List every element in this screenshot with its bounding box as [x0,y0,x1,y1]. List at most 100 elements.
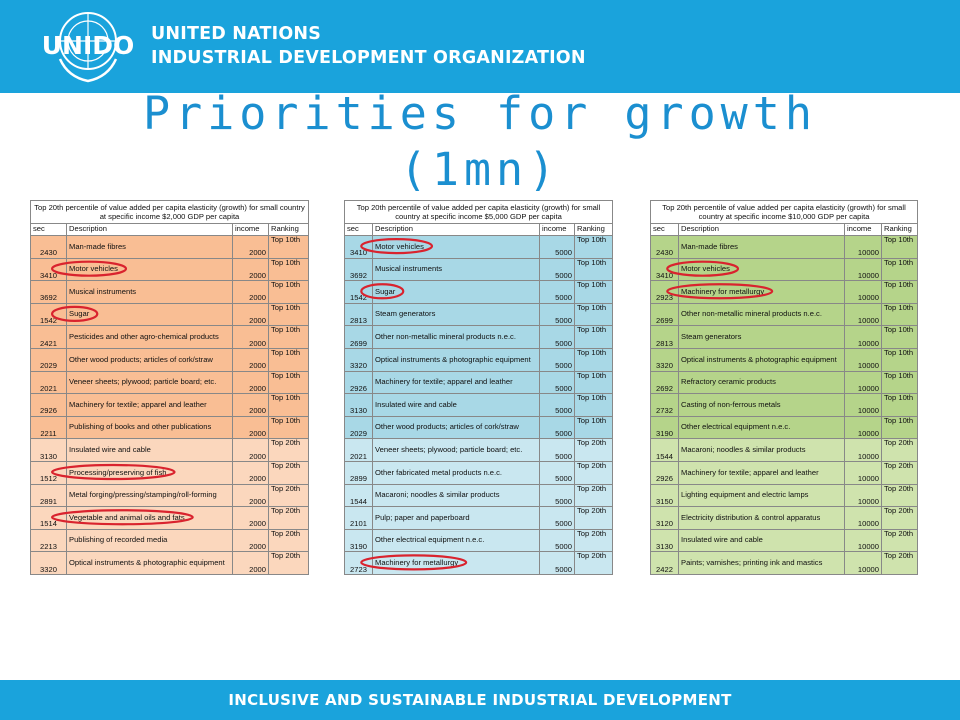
sector-description: Other wood products; articles of cork/st… [66,347,233,372]
income-value: 5000 [539,506,575,530]
sector-code: 2422 [650,551,679,575]
ranking-value: Top 20th [880,506,919,530]
ranking-value: Top 10th [880,325,919,349]
ranking-value: Top 10th [574,257,613,282]
table-row: 2430 Man-made fibres 10000 Top 10th [650,235,919,259]
table-row: 3190 Other electrical equipment n.e.c. 100… [650,415,919,440]
table-row: 3410 Motor vehicles 10000 Top 10th [650,257,919,282]
table-row: 2899 Other fabricated metal products n.e.… [344,460,613,485]
sector-code: 1542 [30,302,67,327]
ranking-value: Top 20th [574,551,613,575]
sector-code: 2029 [30,347,67,372]
column-header-description: Description [66,223,233,236]
ranking-value: Top 10th [574,302,613,327]
income-value: 10000 [844,370,882,395]
income-value: 2000 [232,528,269,553]
sector-description: Motor vehicles [372,235,540,259]
sector-code: 3692 [344,257,373,282]
sector-code: 2813 [344,302,373,327]
table-row: 2029 Other wood products; articles of cor… [30,347,309,372]
income-value: 10000 [844,438,882,462]
income-value: 5000 [539,551,575,575]
table-row: 2021 Veneer sheets; plywood; particle boa… [30,370,309,395]
income-value: 2000 [232,506,269,530]
ranking-value: Top 10th [880,280,919,304]
sector-description: Other wood products; articles of cork/st… [372,415,540,440]
column-header-sec: sec [30,223,67,236]
table-row: 3692 Musical instruments 5000 Top 10th [344,257,613,282]
income-value: 10000 [844,415,882,440]
income-value: 10000 [844,280,882,304]
ranking-value: Top 10th [880,393,919,417]
table-row: 2813 Steam generators 5000 Top 10th [344,302,613,327]
income-value: 10000 [844,551,882,575]
ranking-value: Top 20th [574,438,613,462]
sector-description: Machinery for metallurgy [372,551,540,575]
income-value: 5000 [539,460,575,485]
ranking-value: Top 10th [268,370,309,395]
column-header-sec: sec [650,223,679,236]
sector-description: Metal forging/pressing/stamping/roll-for… [66,483,233,508]
sector-description: Macaroni; noodles & similar products [372,483,540,508]
table-caption: Top 20th percentile of value added per c… [649,200,919,224]
table-row: 2101 Pulp; paper and paperboard 5000 Top 20… [344,506,613,530]
income-value: 2000 [232,415,269,440]
table-row: 3130 Insulated wire and cable 5000 Top 10th [344,393,613,417]
sector-description: Veneer sheets; plywood; particle board; … [66,370,233,395]
ranking-value: Top 20th [880,551,919,575]
sector-code: 2723 [344,551,373,575]
sector-description: Machinery for textile; apparel and leath… [66,393,233,417]
column-header-ranking: Ranking [574,223,613,236]
income-value: 2000 [232,257,269,282]
sector-description: Musical instruments [66,280,233,304]
sector-code: 2421 [30,325,67,349]
column-header-ranking: Ranking [880,223,919,236]
ranking-value: Top 10th [880,347,919,372]
table-row: 1512 Processing/preserving of fish 2000 Top… [30,460,309,485]
organization-name: UNITED NATIONS INDUSTRIAL DEVELOPMENT OR… [151,22,586,70]
sector-code: 3130 [344,393,373,417]
table-row: 2692 Refractory ceramic products 10000 Top … [650,370,919,395]
sector-description: Steam generators [372,302,540,327]
sector-description: Other electrical equipment n.e.c. [678,415,845,440]
income-value: 2000 [232,393,269,417]
sector-description: Optical instruments & photographic equip… [678,347,845,372]
income-value: 5000 [539,370,575,395]
income-value: 2000 [232,460,269,485]
table-row: 2021 Veneer sheets; plywood; particle boa… [344,438,613,462]
table-caption: Top 20th percentile of value added per c… [30,200,309,224]
footer-bar: INCLUSIVE AND SUSTAINABLE INDUSTRIAL DEV… [0,680,960,720]
sector-code: 2021 [30,370,67,395]
ranking-value: Top 20th [880,460,919,485]
sector-code: 3320 [30,551,67,575]
sector-code: 2021 [344,438,373,462]
ranking-value: Top 10th [574,415,613,440]
sector-description: Refractory ceramic products [678,370,845,395]
table-row: 2891 Metal forging/pressing/stamping/roll… [30,483,309,508]
ranking-value: Top 20th [268,551,309,575]
income-value: 2000 [232,302,269,327]
table-row: 1514 Vegetable and animal oils and fats 20… [30,506,309,530]
table-row: 2723 Machinery for metallurgy 5000 Top 20th [344,551,613,575]
table-row: 3150 Lighting equipment and electric lamp… [650,483,919,508]
income-value: 2000 [232,551,269,575]
ranking-value: Top 10th [880,302,919,327]
ranking-value: Top 10th [268,302,309,327]
sector-description: Musical instruments [372,257,540,282]
sector-description: Pulp; paper and paperboard [372,506,540,530]
sector-description: Pesticides and other agro-chemical produ… [66,325,233,349]
ranking-value: Top 10th [268,347,309,372]
sector-code: 3320 [344,347,373,372]
logo-wordmark: UNIDO [42,31,135,60]
sector-code: 3120 [650,506,679,530]
ranking-value: Top 10th [574,347,613,372]
column-header-description: Description [678,223,845,236]
ranking-value: Top 10th [268,415,309,440]
sector-code: 2899 [344,460,373,485]
table-row: 1544 Macaroni; noodles & similar products… [344,483,613,508]
ranking-value: Top 20th [574,506,613,530]
table-row: 2923 Machinery for metallurgy 10000 Top 10t… [650,280,919,304]
income-value: 10000 [844,257,882,282]
sector-code: 2926 [650,460,679,485]
sector-code: 2891 [30,483,67,508]
